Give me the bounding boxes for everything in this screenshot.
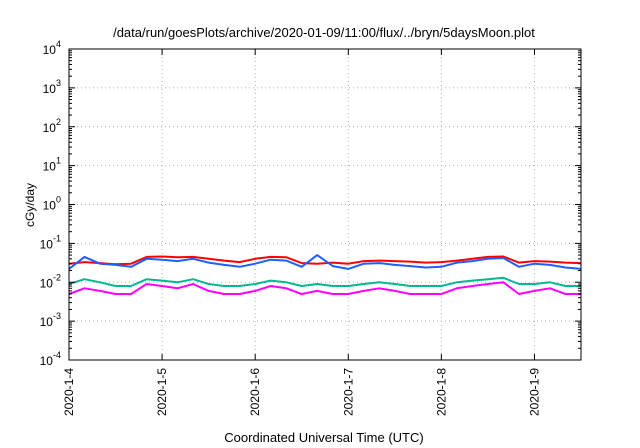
y-axis-label: cGy/day <box>23 183 37 227</box>
series-line-2 <box>68 254 582 270</box>
plot-frame <box>68 48 582 361</box>
x-tick-label: 2020-1-6 <box>248 368 262 416</box>
series-line-3 <box>68 276 581 287</box>
x-axis-ticks: 2020-1-4 2020-1-5 2020-1-6 2020-1-7 2020-1-8… <box>62 49 541 416</box>
x-axis-label: Coordinated Universal Time (UTC) <box>224 430 423 445</box>
chart-title: /data/run/goesPlots/archive/2020-01-09/1… <box>113 25 535 40</box>
x-tick-label: 2020-1-4 <box>62 368 76 416</box>
series-line-4 <box>68 281 581 295</box>
x-tick-label: 2020-1-9 <box>527 368 541 416</box>
x-tick-label: 2020-1-5 <box>155 368 169 416</box>
series-group <box>68 254 582 295</box>
series-line-1 <box>68 255 582 266</box>
grid <box>69 49 581 360</box>
x-tick-label: 2020-1-8 <box>434 368 448 416</box>
x-tick-label: 2020-1-7 <box>341 368 355 416</box>
